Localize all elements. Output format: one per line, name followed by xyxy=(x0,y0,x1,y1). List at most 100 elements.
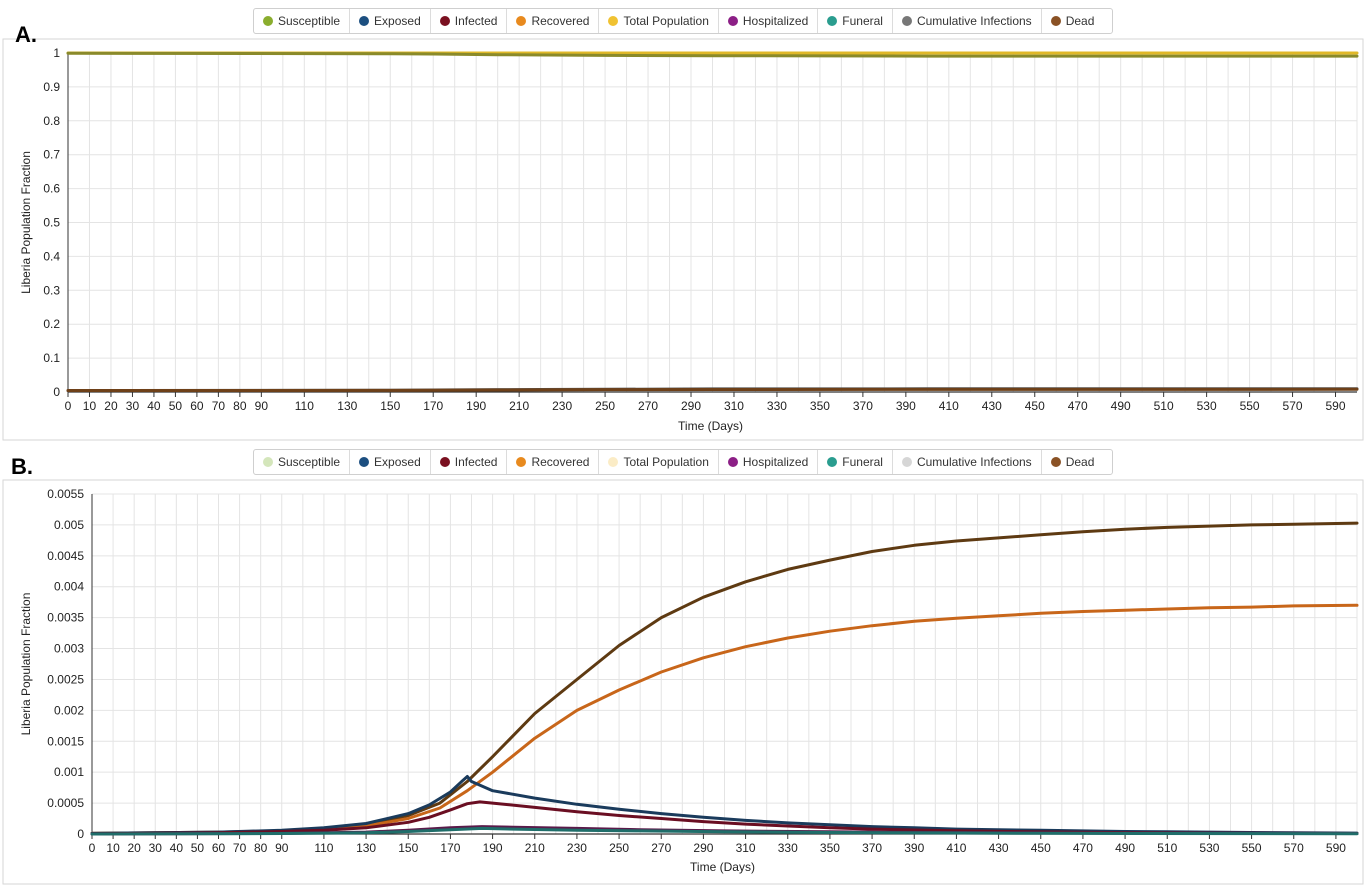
legend-item-recovered[interactable]: Recovered xyxy=(507,450,600,474)
legend-marker-icon xyxy=(727,457,738,467)
legend-item-cumulative-infections[interactable]: Cumulative Infections xyxy=(893,450,1042,474)
chart-1-x-tick-label: 40 xyxy=(170,841,184,855)
legend-item-funeral[interactable]: Funeral xyxy=(818,9,893,33)
chart-1-x-tick-label: 250 xyxy=(609,841,629,855)
chart-0-x-tick-label: 20 xyxy=(104,399,118,413)
chart-1-x-tick-label: 510 xyxy=(1157,841,1177,855)
legend-item-exposed[interactable]: Exposed xyxy=(350,9,431,33)
legend-label: Total Population xyxy=(623,14,709,28)
legend-label: Dead xyxy=(1065,455,1095,469)
legend-item-infected[interactable]: Infected xyxy=(431,9,508,33)
legend-label: Infected xyxy=(454,455,498,469)
legend-item-infected[interactable]: Infected xyxy=(431,450,508,474)
chart-1-x-tick-label: 590 xyxy=(1326,841,1346,855)
legend-item-hospitalized[interactable]: Hospitalized xyxy=(719,450,819,474)
chart-1: 0 10 20 30 40 50 60 70 80 90 110 130 150 170 190 210 230… xyxy=(2,479,1364,885)
chart-1-x-tick-label: 550 xyxy=(1242,841,1262,855)
chart-1-x-tick-label: 370 xyxy=(862,841,882,855)
legend-item-dead[interactable]: Dead xyxy=(1042,450,1104,474)
chart-0-x-tick-label: 370 xyxy=(853,399,873,413)
legend-marker-icon xyxy=(359,457,370,467)
chart-1-x-tick-label: 170 xyxy=(440,841,460,855)
chart-0-y-tick-label: 0.8 xyxy=(43,114,60,128)
legend-marker-icon xyxy=(1050,16,1061,26)
legend-item-susceptible[interactable]: Susceptible xyxy=(254,9,351,33)
legend-item-total-population[interactable]: Total Population xyxy=(599,9,719,33)
legend-label: Hospitalized xyxy=(742,455,809,469)
chart-1-x-tick-label: 310 xyxy=(736,841,756,855)
chart-1-y-tick-label: 0.0055 xyxy=(47,487,84,501)
legend-item-total-population[interactable]: Total Population xyxy=(599,450,719,474)
chart-0-x-tick-label: 110 xyxy=(295,399,314,413)
chart-1-y-tick-label: 0.002 xyxy=(54,703,84,717)
legend-marker-icon xyxy=(608,16,619,26)
legend-label: Exposed xyxy=(374,455,421,469)
chart-0-x-tick-label: 390 xyxy=(896,399,916,413)
chart-0-y-tick-label: 0.5 xyxy=(43,216,60,230)
chart-1-grid xyxy=(91,493,1358,835)
legend-item-susceptible[interactable]: Susceptible xyxy=(254,450,351,474)
legend-marker-icon xyxy=(263,457,273,467)
legend-label: Funeral xyxy=(842,455,883,469)
chart-1-y-tick-label: 0.003 xyxy=(54,642,84,656)
legend-item-recovered[interactable]: Recovered xyxy=(507,9,600,33)
series-funeral-line xyxy=(90,826,1359,836)
legend-label: Susceptible xyxy=(278,455,341,469)
chart-0-x-tick-label: 570 xyxy=(1283,399,1303,413)
chart-1-x-tick-label: 50 xyxy=(191,841,205,855)
chart-1-frame xyxy=(2,479,1364,885)
chart-0-x-tick-label: 410 xyxy=(939,399,959,413)
legend-item-exposed[interactable]: Exposed xyxy=(350,450,431,474)
legend-label: Infected xyxy=(454,14,498,28)
chart-1-x-tick-label: 570 xyxy=(1284,841,1304,855)
chart-1-y-axis-title: Liberia Population Fraction xyxy=(19,593,33,736)
panel-label-a: A. xyxy=(15,22,37,47)
legend-marker-icon xyxy=(263,16,273,26)
legend-marker-icon xyxy=(727,16,738,26)
legend-item-funeral[interactable]: Funeral xyxy=(818,450,893,474)
legend-label: Funeral xyxy=(842,14,883,28)
chart-0-x-tick-label: 310 xyxy=(724,399,744,413)
legend-marker-icon xyxy=(1050,457,1061,467)
chart-1-y-tick-label: 0.0035 xyxy=(47,611,84,625)
chart-1-x-tick-label: 20 xyxy=(127,841,141,855)
series-susceptible-line xyxy=(66,51,1359,58)
series-dead-line xyxy=(90,521,1359,835)
chart-0-x-tick-label: 50 xyxy=(169,399,183,413)
chart-1-x-tick-label: 330 xyxy=(778,841,798,855)
chart-0-y-tick-label: 0.2 xyxy=(43,317,60,331)
chart-1-y-tick-label: 0.0045 xyxy=(47,549,84,563)
chart-0-x-tick-label: 90 xyxy=(255,399,269,413)
legend-item-hospitalized[interactable]: Hospitalized xyxy=(719,9,819,33)
chart-0-x-tick-label: 210 xyxy=(509,399,529,413)
legend-marker-icon xyxy=(827,457,838,467)
chart-1-x-tick-label: 490 xyxy=(1115,841,1135,855)
panel-label-b: B. xyxy=(11,454,33,479)
chart-1-y-tick-label: 0.005 xyxy=(54,518,84,532)
chart-0-x-tick-label: 40 xyxy=(147,399,161,413)
chart-1-x-tick-label: 410 xyxy=(946,841,966,855)
chart-0: 0 10 20 30 40 50 60 70 80 90 110 130 150 170 190 210 230… xyxy=(2,38,1364,441)
chart-0-x-tick-label: 70 xyxy=(212,399,226,413)
legend-label: Recovered xyxy=(531,14,590,28)
chart-1-y-tick-label: 0.001 xyxy=(54,765,84,779)
chart-1-x-tick-label: 70 xyxy=(233,841,247,855)
chart-0-x-tick-label: 350 xyxy=(810,399,830,413)
legend-marker-icon xyxy=(359,16,370,26)
chart-1-y-tick-label: 0.0015 xyxy=(47,734,84,748)
chart-0-x-tick-label: 550 xyxy=(1240,399,1260,413)
legend-item-cumulative-infections[interactable]: Cumulative Infections xyxy=(893,9,1042,33)
chart-0-x-tick-label: 530 xyxy=(1197,399,1217,413)
legend-marker-icon xyxy=(901,16,912,26)
legend-label: Dead xyxy=(1065,14,1095,28)
chart-0-x-tick-label: 450 xyxy=(1025,399,1045,413)
chart-1-x-tick-label: 110 xyxy=(314,841,333,855)
legend-item-dead[interactable]: Dead xyxy=(1042,9,1104,33)
chart-0-x-tick-label: 60 xyxy=(190,399,204,413)
chart-0-x-tick-label: 290 xyxy=(681,399,701,413)
chart-0-x-tick-label: 470 xyxy=(1068,399,1088,413)
chart-1-x-tick-label: 90 xyxy=(275,841,289,855)
chart-1-x-axis-title: Time (Days) xyxy=(690,860,755,874)
chart-0-x-tick-label: 30 xyxy=(126,399,140,413)
